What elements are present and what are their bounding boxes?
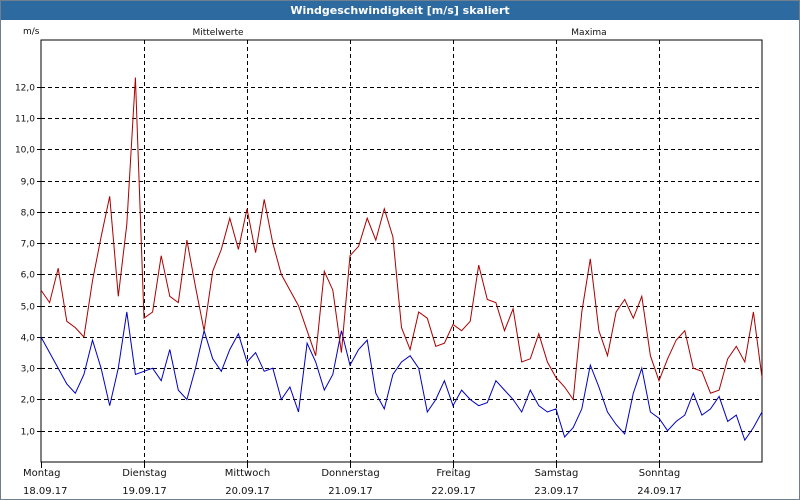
plot-frame: [40, 39, 763, 463]
x-weekday-label: Montag: [23, 468, 60, 479]
x-date-label: 23.09.17: [534, 486, 579, 497]
x-date-label: 20.09.17: [225, 486, 270, 497]
x-weekday-label: Dienstag: [122, 468, 167, 479]
x-weekday-label: Sonntag: [639, 468, 681, 479]
x-date-label: 24.09.17: [637, 486, 682, 497]
x-weekday-label: Donnerstag: [321, 468, 379, 479]
y-tick-label: 7,0: [21, 240, 36, 250]
y-tick-label: 10,0: [15, 146, 35, 156]
y-tick-label: 3,0: [21, 365, 36, 375]
x-weekday-label: Samstag: [535, 468, 579, 479]
y-tick-label: 5,0: [21, 303, 36, 313]
y-tick-label: 12,0: [15, 84, 35, 94]
x-weekday-label: Mittwoch: [225, 468, 270, 479]
series-line-mittelwerte: [40, 311, 763, 442]
legend-mittelwerte: Mittelwerte: [192, 28, 243, 38]
window-title: Windgeschwindigkeit [m/s] skaliert: [1, 1, 799, 20]
y-tick-label: 11,0: [15, 115, 35, 125]
x-date-label: 21.09.17: [328, 486, 373, 497]
y-tick-label: 6,0: [21, 271, 36, 281]
series-line-maxima: [40, 77, 763, 401]
x-date-label: 19.09.17: [122, 486, 167, 497]
y-axis-unit-label: m/s: [23, 27, 40, 37]
x-date-label: 22.09.17: [431, 486, 476, 497]
y-tick-label: 2,0: [21, 396, 36, 406]
y-tick-label: 4,0: [21, 334, 36, 344]
y-tick-label: 8,0: [21, 209, 36, 219]
x-date-label: 18.09.17: [23, 486, 68, 497]
y-tick-label: 9,0: [21, 178, 36, 188]
wind-speed-chart: 1,0 2,0 3,0 4,0 5,0 6,0 7,0 8,0 9,0 10,0 11,0 12,0 M…: [15, 27, 763, 497]
y-tick-label: 1,0: [21, 428, 36, 438]
x-weekday-label: Freitag: [436, 468, 470, 479]
legend-maxima: Maxima: [571, 28, 606, 38]
